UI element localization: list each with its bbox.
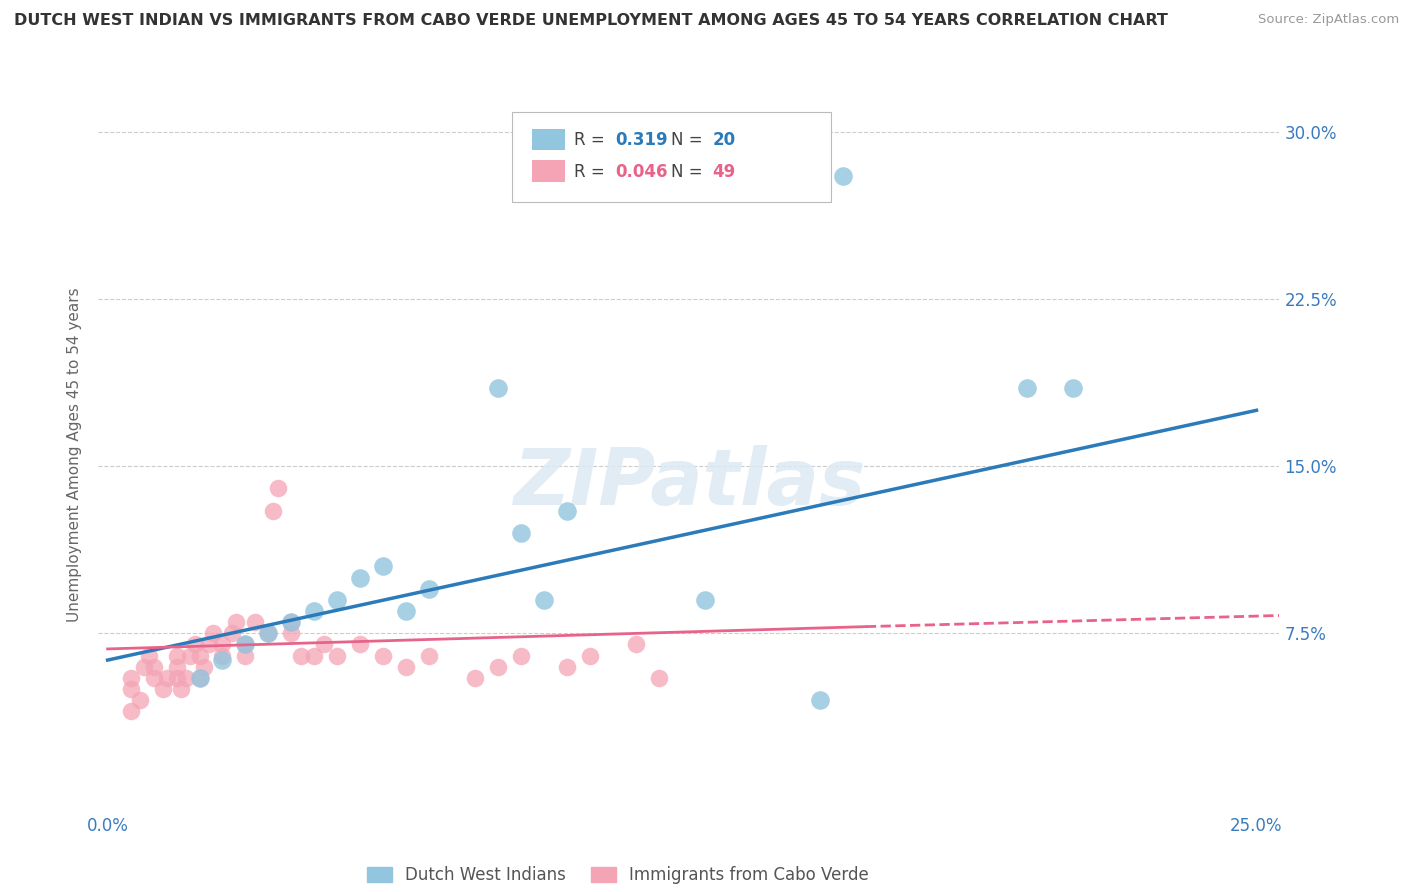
Point [312, 637, 335, 651]
Point [555, 660, 578, 674]
Point [243, 615, 266, 630]
Point [1062, 381, 1084, 395]
Text: N =: N = [671, 162, 709, 180]
Point [486, 381, 509, 395]
Point [142, 671, 165, 685]
Point [395, 604, 418, 618]
Point [808, 693, 831, 707]
Text: 20: 20 [713, 130, 735, 148]
Point [221, 626, 243, 640]
Point [280, 615, 302, 630]
Point [197, 637, 219, 651]
Point [418, 648, 440, 663]
Point [211, 637, 233, 651]
Point [831, 169, 853, 183]
Point [211, 653, 233, 667]
Point [395, 660, 418, 674]
Text: DUTCH WEST INDIAN VS IMMIGRANTS FROM CABO VERDE UNEMPLOYMENT AMONG AGES 45 TO 54: DUTCH WEST INDIAN VS IMMIGRANTS FROM CAB… [14, 13, 1168, 29]
Point [533, 592, 555, 607]
Text: 0.046: 0.046 [616, 162, 668, 180]
Point [349, 637, 371, 651]
Point [235, 637, 257, 651]
Point [326, 592, 349, 607]
Y-axis label: Unemployment Among Ages 45 to 54 years: Unemployment Among Ages 45 to 54 years [67, 287, 83, 623]
Point [257, 626, 280, 640]
Point [120, 681, 142, 696]
Point [188, 648, 211, 663]
Point [179, 648, 201, 663]
Point [120, 705, 142, 719]
Text: N =: N = [671, 130, 709, 148]
Point [235, 637, 257, 651]
Point [156, 671, 179, 685]
Point [235, 648, 257, 663]
Point [134, 660, 156, 674]
Legend: Dutch West Indians, Immigrants from Cabo Verde: Dutch West Indians, Immigrants from Cabo… [360, 859, 876, 890]
Point [142, 660, 165, 674]
Point [290, 648, 312, 663]
Text: R =: R = [575, 130, 610, 148]
Point [510, 648, 533, 663]
Point [486, 660, 509, 674]
FancyBboxPatch shape [512, 112, 831, 202]
Point [280, 626, 302, 640]
Point [128, 693, 150, 707]
Point [262, 503, 284, 517]
Point [304, 648, 326, 663]
Point [326, 648, 349, 663]
Point [257, 626, 280, 640]
Point [624, 637, 647, 651]
Point [188, 671, 211, 685]
Point [188, 671, 211, 685]
Text: R =: R = [575, 162, 610, 180]
Point [648, 671, 671, 685]
Point [579, 648, 602, 663]
Point [1015, 381, 1038, 395]
Point [418, 582, 440, 596]
Point [166, 660, 188, 674]
Point [211, 648, 233, 663]
FancyBboxPatch shape [531, 161, 565, 182]
Point [693, 592, 716, 607]
Text: 49: 49 [713, 162, 735, 180]
Point [184, 637, 207, 651]
Point [166, 671, 188, 685]
Point [225, 615, 247, 630]
Point [174, 671, 197, 685]
Text: 0.319: 0.319 [616, 130, 668, 148]
Point [510, 526, 533, 541]
Text: Source: ZipAtlas.com: Source: ZipAtlas.com [1258, 13, 1399, 27]
Point [349, 571, 371, 585]
Point [193, 660, 215, 674]
Point [555, 503, 578, 517]
Point [170, 681, 193, 696]
Point [464, 671, 486, 685]
Point [138, 648, 160, 663]
Text: ZIPatlas: ZIPatlas [513, 445, 865, 522]
Point [373, 559, 395, 574]
Point [280, 615, 302, 630]
Point [152, 681, 174, 696]
Point [166, 648, 188, 663]
FancyBboxPatch shape [531, 128, 565, 150]
Point [266, 481, 288, 495]
Point [304, 604, 326, 618]
Point [202, 626, 225, 640]
Point [373, 648, 395, 663]
Point [120, 671, 142, 685]
